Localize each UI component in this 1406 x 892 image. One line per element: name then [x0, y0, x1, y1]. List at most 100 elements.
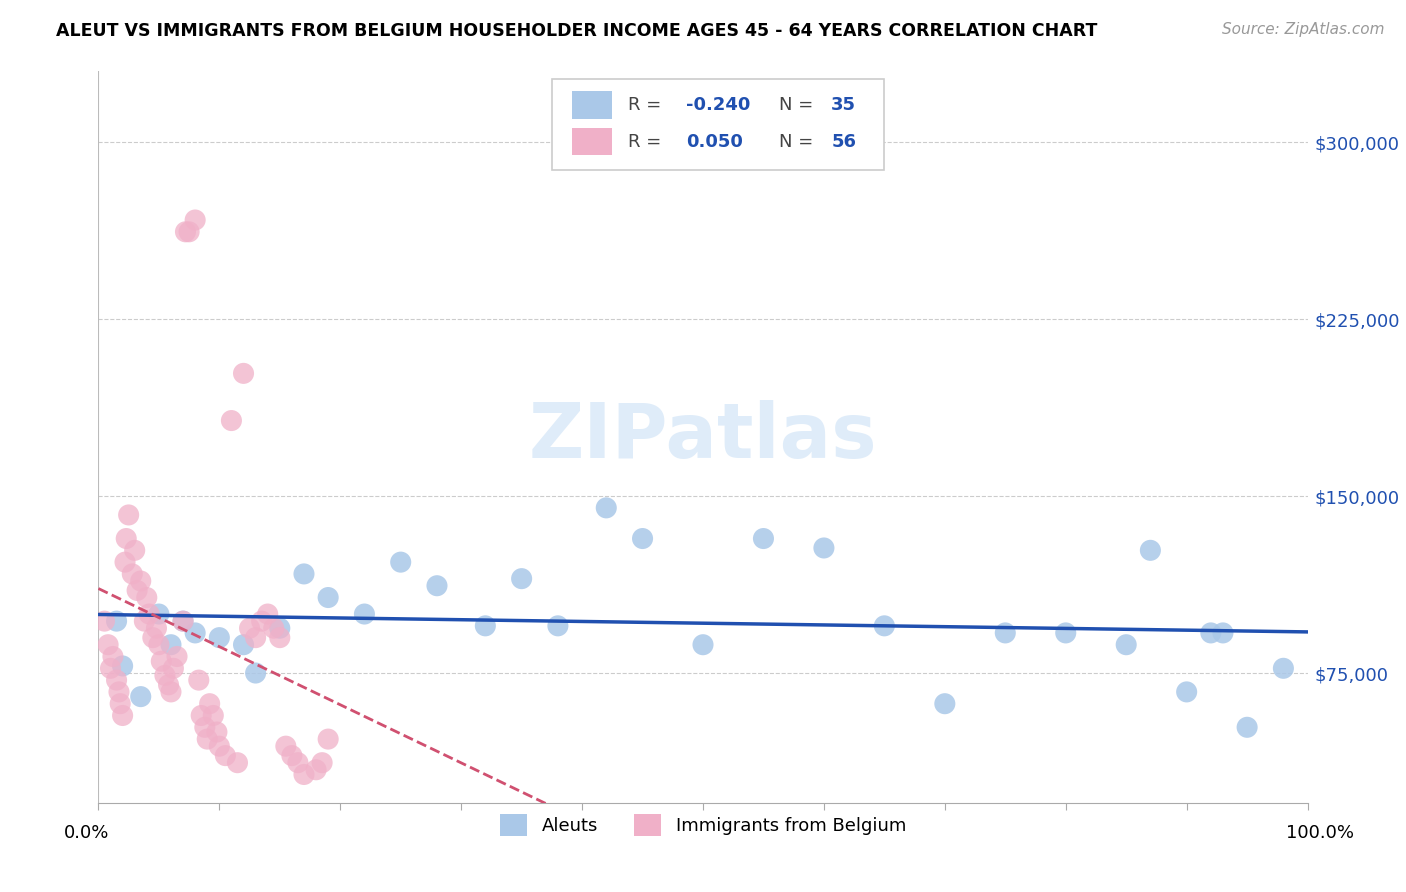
Point — [353, 607, 375, 621]
Point — [226, 756, 249, 770]
Legend: Aleuts, Immigrants from Belgium: Aleuts, Immigrants from Belgium — [491, 805, 915, 845]
FancyBboxPatch shape — [572, 128, 613, 155]
Point — [150, 654, 173, 668]
Point — [174, 225, 197, 239]
Point — [287, 756, 309, 770]
Point — [305, 763, 328, 777]
Point — [138, 607, 160, 621]
Point — [184, 626, 207, 640]
Point — [208, 631, 231, 645]
Text: N =: N = — [779, 96, 820, 114]
Point — [129, 574, 152, 588]
Point — [105, 673, 128, 687]
Point — [108, 685, 131, 699]
Point — [93, 614, 115, 628]
Text: ALEUT VS IMMIGRANTS FROM BELGIUM HOUSEHOLDER INCOME AGES 45 - 64 YEARS CORRELATI: ALEUT VS IMMIGRANTS FROM BELGIUM HOUSEHO… — [56, 22, 1098, 40]
Text: -0.240: -0.240 — [686, 96, 751, 114]
Point — [205, 725, 228, 739]
Point — [101, 649, 124, 664]
Point — [221, 413, 243, 427]
Point — [426, 579, 449, 593]
Point — [184, 213, 207, 227]
Point — [187, 673, 209, 687]
Point — [97, 638, 120, 652]
Point — [752, 532, 775, 546]
Point — [118, 508, 141, 522]
Point — [994, 626, 1017, 640]
Point — [232, 367, 254, 381]
Point — [105, 614, 128, 628]
Point — [148, 638, 170, 652]
Point — [547, 619, 569, 633]
Point — [160, 685, 183, 699]
Point — [166, 649, 188, 664]
Point — [134, 614, 156, 628]
Point — [934, 697, 956, 711]
Point — [114, 555, 136, 569]
Point — [292, 767, 315, 781]
Point — [1139, 543, 1161, 558]
Point — [198, 697, 221, 711]
Point — [316, 591, 339, 605]
Point — [245, 666, 267, 681]
Point — [111, 659, 134, 673]
Point — [145, 621, 167, 635]
Point — [202, 708, 225, 723]
Point — [510, 572, 533, 586]
FancyBboxPatch shape — [572, 91, 613, 119]
Point — [157, 678, 180, 692]
Point — [194, 720, 217, 734]
Point — [135, 591, 157, 605]
Point — [1115, 638, 1137, 652]
Point — [256, 607, 278, 621]
Point — [389, 555, 412, 569]
Point — [160, 638, 183, 652]
Point — [1236, 720, 1258, 734]
Text: 0.0%: 0.0% — [63, 824, 110, 842]
Text: Source: ZipAtlas.com: Source: ZipAtlas.com — [1222, 22, 1385, 37]
Text: R =: R = — [628, 96, 666, 114]
Point — [195, 732, 218, 747]
Point — [129, 690, 152, 704]
Point — [281, 748, 304, 763]
Point — [292, 566, 315, 581]
Point — [153, 668, 176, 682]
Point — [245, 631, 267, 645]
FancyBboxPatch shape — [551, 78, 884, 170]
Text: R =: R = — [628, 133, 673, 151]
Point — [250, 614, 273, 628]
Point — [1272, 661, 1295, 675]
Point — [121, 566, 143, 581]
Point — [142, 631, 165, 645]
Text: 100.0%: 100.0% — [1285, 824, 1354, 842]
Point — [124, 543, 146, 558]
Point — [208, 739, 231, 754]
Text: 35: 35 — [831, 96, 856, 114]
Point — [127, 583, 149, 598]
Point — [1054, 626, 1077, 640]
Point — [1199, 626, 1222, 640]
Point — [190, 708, 212, 723]
Point — [263, 621, 285, 635]
Text: 56: 56 — [831, 133, 856, 151]
Point — [172, 614, 194, 628]
Point — [1175, 685, 1198, 699]
Text: 0.050: 0.050 — [686, 133, 742, 151]
Text: N =: N = — [779, 133, 820, 151]
Point — [269, 621, 291, 635]
Point — [311, 756, 333, 770]
Point — [100, 661, 122, 675]
Point — [274, 739, 297, 754]
Point — [179, 225, 201, 239]
Point — [813, 541, 835, 555]
Point — [631, 532, 654, 546]
Point — [873, 619, 896, 633]
Point — [269, 631, 291, 645]
Point — [148, 607, 170, 621]
Point — [108, 697, 131, 711]
Point — [162, 661, 184, 675]
Point — [111, 708, 134, 723]
Point — [214, 748, 236, 763]
Text: ZIPatlas: ZIPatlas — [529, 401, 877, 474]
Point — [232, 638, 254, 652]
